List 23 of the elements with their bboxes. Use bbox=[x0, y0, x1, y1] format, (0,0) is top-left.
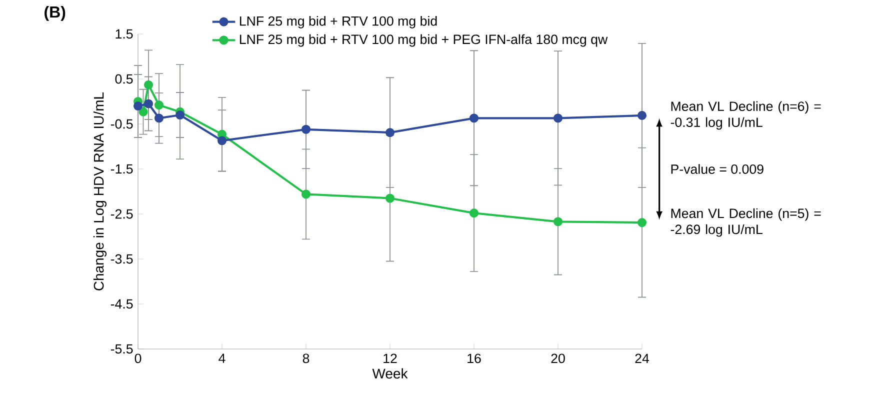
annotation: Mean VL Decline (n=5) = -2.69 log IU/mL bbox=[670, 208, 821, 237]
x-axis-title: Week bbox=[372, 368, 408, 379]
y-tick-label: 1.5 bbox=[116, 29, 133, 39]
y-tick-label: -2.5 bbox=[110, 209, 133, 219]
y-tick-label: -3.5 bbox=[110, 254, 133, 264]
x-tick-label: 0 bbox=[134, 354, 142, 364]
annotation: Mean VL Decline (n=6) = -0.31 log IU/mL bbox=[670, 101, 821, 130]
x-tick-label: 24 bbox=[635, 354, 650, 364]
x-tick-label: 16 bbox=[468, 354, 481, 364]
legend-label: LNF 25 mg bid + RTV 100 mg bid bbox=[240, 16, 437, 28]
legend-label: LNF 25 mg bid + RTV 100 mg bid + PEG IFN-alfa 180 mcg qw bbox=[240, 34, 608, 47]
text: P-value = 0.009 bbox=[671, 164, 764, 174]
chart-title: (B) bbox=[44, 6, 66, 21]
x-tick-label: 8 bbox=[302, 354, 310, 364]
y-tick-label: 0.5 bbox=[115, 74, 133, 84]
y-tick-label: -4.5 bbox=[110, 299, 133, 309]
x-tick-label: 12 bbox=[384, 354, 397, 364]
y-tick-label: -1.5 bbox=[110, 164, 133, 174]
y-tick-label: -5.5 bbox=[110, 344, 133, 354]
y-tick-label: -0.5 bbox=[110, 119, 133, 129]
x-tick-label: 4 bbox=[218, 354, 226, 363]
y-axis-title: Change in Log HDV RNA IU/mL bbox=[93, 92, 107, 290]
x-tick-label: 20 bbox=[551, 354, 565, 364]
